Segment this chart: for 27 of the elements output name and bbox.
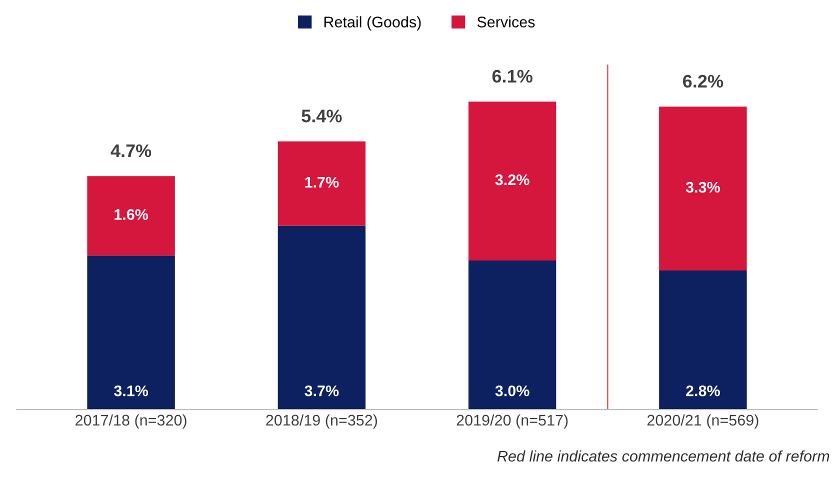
- x-tick-label: 2018/19 (n=352): [266, 414, 378, 429]
- data-label: 3.3%: [686, 182, 720, 193]
- legend-label: Retail (Goods): [324, 16, 421, 30]
- bar: [659, 270, 747, 410]
- legend-label: Services: [477, 16, 535, 28]
- x-tick-label: 2017/18 (n=320): [76, 414, 186, 429]
- bar: [87, 256, 175, 410]
- x-tick-label: 2020/21 (n=569): [647, 414, 758, 429]
- text: Red line indicates commencement date of reform: [497, 450, 830, 462]
- bar: [468, 260, 556, 410]
- data-label: 1.7%: [305, 176, 339, 188]
- bar: [278, 226, 366, 410]
- data-label: 2.8%: [686, 385, 720, 396]
- data-label: 1.6%: [114, 209, 148, 220]
- data-label: 3.2%: [495, 174, 530, 186]
- total-label: 4.7%: [110, 144, 152, 158]
- x-tick-label: 2019/20 (n=517): [456, 414, 568, 429]
- total-label: 6.2%: [683, 74, 724, 88]
- data-label: 3.0%: [495, 385, 530, 396]
- data-label: 3.1%: [114, 385, 148, 396]
- data-label: 3.7%: [304, 385, 339, 396]
- bar: [278, 141, 366, 226]
- bar: [659, 106, 747, 270]
- total-label: 6.1%: [492, 70, 532, 83]
- bar: [87, 176, 175, 256]
- total-label: 5.4%: [302, 110, 342, 122]
- bar: [468, 102, 556, 261]
